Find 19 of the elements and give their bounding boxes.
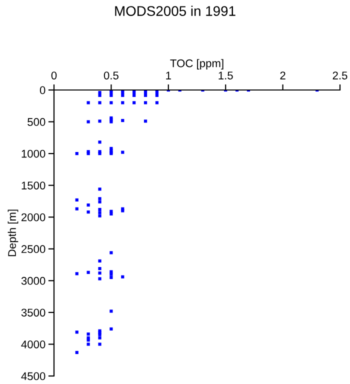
x-tick-label: 1.5 <box>218 72 233 80</box>
chart-title: MODS2005 in 1991 <box>115 6 236 16</box>
y-tick-label: 1500 <box>22 182 46 190</box>
x-axis-title: TOC [ppm] <box>170 59 224 70</box>
y-tick-label: 0 <box>40 86 46 94</box>
y-tick-label: 3500 <box>21 308 46 317</box>
y-tick-label: 1000 <box>22 150 46 158</box>
x-tick-label: 1 <box>166 72 171 80</box>
x-tick-label: 0 <box>51 72 57 80</box>
x-tick-label: 2.5 <box>332 72 348 80</box>
y-tick-label: 2500 <box>22 245 46 254</box>
y-tick-label: 500 <box>28 118 46 126</box>
x-tick-label: 2 <box>280 72 286 80</box>
y-tick-label: 4500 <box>21 372 46 380</box>
y-axis-title: Depth [m] <box>8 210 18 256</box>
y-tick-label: 2000 <box>22 213 46 222</box>
x-tick-label: 0.5 <box>104 72 118 80</box>
y-tick-label: 3000 <box>21 276 46 285</box>
y-tick-label: 4000 <box>21 340 46 348</box>
